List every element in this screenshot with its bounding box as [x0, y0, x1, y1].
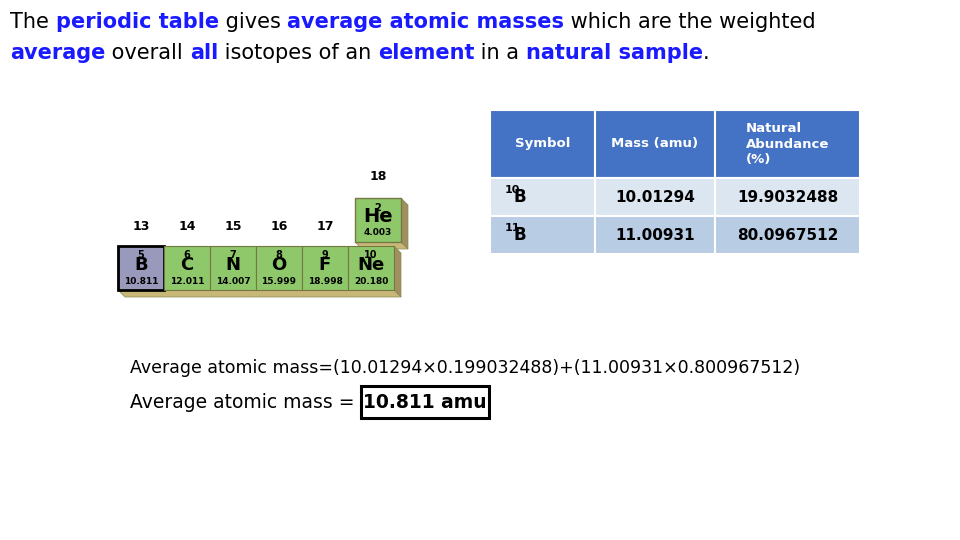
Text: Average atomic mass =: Average atomic mass = — [130, 393, 361, 411]
Text: Ne: Ne — [357, 256, 385, 274]
Text: Average atomic mass=(10.01294×0.199032488)+(11.00931×0.800967512): Average atomic mass=(10.01294×0.19903248… — [130, 359, 800, 377]
Text: 14.007: 14.007 — [216, 277, 251, 286]
Text: isotopes of an: isotopes of an — [218, 43, 378, 63]
Bar — [355, 198, 401, 242]
Polygon shape — [401, 198, 408, 249]
Bar — [164, 246, 210, 290]
Text: 4.003: 4.003 — [364, 228, 392, 237]
Text: 11.00931: 11.00931 — [615, 227, 695, 242]
Text: element: element — [378, 43, 474, 63]
Text: .: . — [703, 43, 709, 63]
Text: 11: 11 — [504, 223, 519, 233]
Bar — [348, 246, 394, 290]
Text: Mass (amu): Mass (amu) — [612, 138, 699, 151]
Text: periodic table: periodic table — [56, 12, 219, 32]
Text: overall: overall — [106, 43, 190, 63]
Text: B: B — [514, 188, 526, 206]
Text: 9: 9 — [322, 250, 328, 260]
Text: 10.811: 10.811 — [124, 277, 158, 286]
Text: gives: gives — [219, 12, 287, 32]
Bar — [595, 178, 715, 216]
Text: all: all — [190, 43, 218, 63]
Bar — [302, 246, 348, 290]
Text: 17: 17 — [316, 219, 334, 233]
Text: 2: 2 — [374, 203, 381, 213]
Text: O: O — [272, 256, 287, 274]
Text: which are the weighted: which are the weighted — [564, 12, 816, 32]
Bar — [715, 216, 860, 254]
Text: 18.998: 18.998 — [307, 277, 343, 286]
Text: B: B — [134, 256, 148, 274]
Text: C: C — [180, 256, 194, 274]
Text: Average atomic mass =: Average atomic mass = — [130, 393, 361, 411]
Text: 10: 10 — [364, 250, 377, 260]
Bar — [715, 110, 860, 178]
Text: F: F — [319, 256, 331, 274]
Text: 16: 16 — [271, 219, 288, 233]
Bar — [595, 216, 715, 254]
Bar — [210, 246, 256, 290]
Text: 19.9032488: 19.9032488 — [737, 190, 838, 205]
Bar — [490, 110, 595, 178]
Text: Symbol: Symbol — [515, 138, 570, 151]
Text: 10.811 amu: 10.811 amu — [363, 393, 487, 411]
Bar — [715, 178, 860, 216]
Text: N: N — [226, 256, 241, 274]
Text: natural sample: natural sample — [526, 43, 703, 63]
Text: 18: 18 — [370, 171, 387, 184]
Text: average: average — [10, 43, 106, 63]
Bar — [595, 110, 715, 178]
Text: 15: 15 — [225, 219, 242, 233]
Text: He: He — [363, 207, 393, 226]
Text: in a: in a — [474, 43, 526, 63]
Text: 10: 10 — [504, 185, 519, 195]
Text: 5: 5 — [137, 250, 144, 260]
Bar — [361, 386, 489, 418]
Text: 15.999: 15.999 — [261, 277, 297, 286]
Bar — [118, 246, 164, 290]
Text: 20.180: 20.180 — [354, 277, 388, 286]
Text: Natural
Abundance
(%): Natural Abundance (%) — [746, 123, 829, 165]
Text: 12.011: 12.011 — [170, 277, 204, 286]
Text: 7: 7 — [229, 250, 236, 260]
Text: 8: 8 — [276, 250, 282, 260]
Text: 10.01294: 10.01294 — [615, 190, 695, 205]
Text: The: The — [10, 12, 56, 32]
Text: 6: 6 — [183, 250, 190, 260]
Text: B: B — [514, 226, 526, 244]
Bar — [490, 178, 595, 216]
Text: 14: 14 — [179, 219, 196, 233]
Text: average atomic masses: average atomic masses — [287, 12, 564, 32]
Text: 80.0967512: 80.0967512 — [737, 227, 838, 242]
Polygon shape — [355, 242, 408, 249]
Bar — [490, 216, 595, 254]
Bar — [256, 246, 302, 290]
Polygon shape — [394, 246, 401, 297]
Polygon shape — [118, 290, 401, 297]
Text: 13: 13 — [132, 219, 150, 233]
